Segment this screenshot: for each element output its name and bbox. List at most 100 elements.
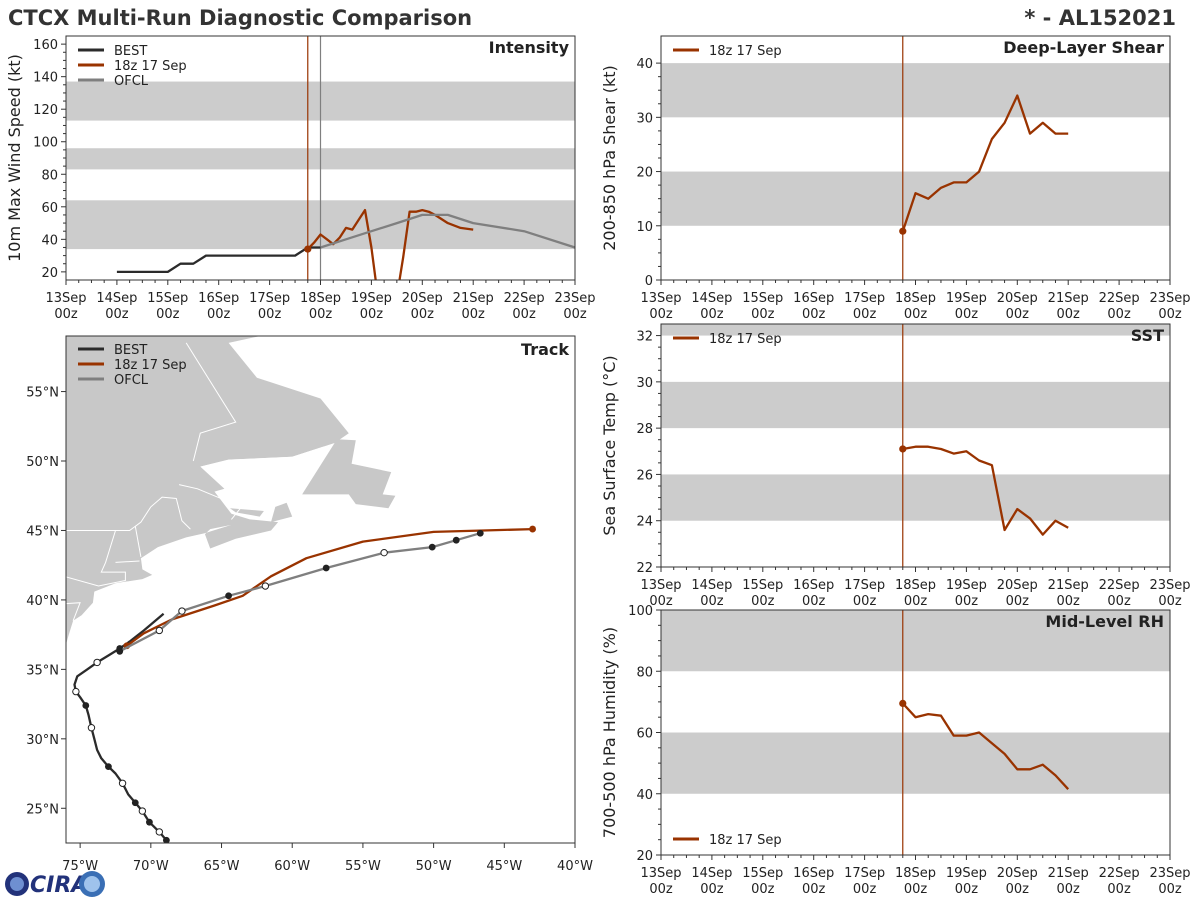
x-tick-hour: 00z	[207, 307, 231, 322]
panel-title: Intensity	[489, 38, 570, 57]
x-tick-date: 15Sep	[742, 866, 783, 881]
shaded-band	[661, 63, 1170, 118]
y-tick-label: 40	[636, 788, 653, 803]
shaded-band	[661, 474, 1170, 521]
y-tick-label: 40°N	[26, 594, 59, 609]
track-point-open	[155, 626, 164, 635]
x-tick-hour: 00z	[360, 307, 384, 322]
legend-label: 18z 17 Sep	[709, 332, 782, 347]
figure-title: CTCX Multi-Run Diagnostic Comparison	[8, 6, 472, 30]
x-tick-hour: 00z	[309, 307, 333, 322]
x-tick-date: 21Sep	[1048, 578, 1089, 593]
y-tick-label: 50°N	[26, 455, 59, 470]
x-tick-date: 21Sep	[453, 291, 494, 306]
track-point-filled	[428, 543, 436, 551]
y-tick-label: 160	[33, 38, 58, 53]
y-tick-label: 80	[636, 665, 653, 680]
x-tick-date: 19Sep	[946, 866, 987, 881]
x-tick-date: 22Sep	[1099, 578, 1140, 593]
x-tick-date: 23Sep	[554, 291, 595, 306]
legend-label: 18z 17 Sep	[114, 59, 187, 74]
panel-title: Track	[521, 340, 569, 359]
cira-logo: CIRA	[5, 871, 105, 898]
x-tick-hour: 00z	[1006, 594, 1030, 609]
cira-globe-highlight	[10, 877, 24, 891]
x-tick-hour: 00z	[853, 307, 877, 322]
track-point-open	[72, 687, 80, 696]
x-tick-hour: 00z	[751, 882, 775, 897]
track-point-filled	[452, 536, 460, 544]
sst-panel: 22242628303213Sep00z14Sep00z15Sep00z16Se…	[600, 323, 1191, 609]
y-tick-label: 60	[636, 727, 653, 742]
x-tick-hour: 00z	[904, 882, 928, 897]
track-line-ofcl	[119, 532, 481, 653]
panel-title: Mid-Level RH	[1045, 612, 1164, 631]
y-tick-label: 20	[636, 166, 653, 181]
x-tick-hour: 00z	[1107, 307, 1131, 322]
y-tick-label: 40	[636, 57, 653, 72]
x-tick-label: 70°W	[133, 859, 169, 874]
x-tick-date: 17Sep	[844, 291, 885, 306]
x-tick-hour: 00z	[258, 307, 282, 322]
shear-panel: 01020304013Sep00z14Sep00z15Sep00z16Sep00…	[600, 35, 1191, 322]
x-tick-hour: 00z	[1057, 307, 1081, 322]
x-tick-label: 40°W	[557, 859, 593, 874]
x-tick-date: 14Sep	[691, 578, 732, 593]
legend-label: OFCL	[114, 373, 149, 388]
x-tick-date: 15Sep	[742, 291, 783, 306]
x-tick-hour: 00z	[1006, 307, 1030, 322]
legend-label: BEST	[114, 343, 147, 358]
legend-label: 18z 17 Sep	[709, 833, 782, 848]
storm-id: * - AL152021	[1024, 6, 1176, 30]
track-point-open	[380, 548, 388, 557]
y-tick-label: 120	[33, 103, 58, 118]
csu-seal-inner	[84, 876, 100, 892]
x-tick-date: 15Sep	[147, 291, 188, 306]
x-tick-hour: 00z	[751, 307, 775, 322]
x-tick-date: 18Sep	[895, 578, 936, 593]
x-tick-date: 18Sep	[895, 291, 936, 306]
political-border	[66, 496, 191, 531]
series-line-ofcl	[320, 213, 575, 249]
x-tick-date: 21Sep	[1048, 291, 1089, 306]
y-tick-label: 26	[636, 468, 653, 483]
x-tick-date: 21Sep	[1048, 866, 1089, 881]
x-tick-hour: 00z	[802, 882, 826, 897]
y-tick-label: 80	[41, 168, 58, 183]
x-tick-date: 13Sep	[640, 578, 681, 593]
land-cape-breton	[271, 502, 293, 523]
x-tick-date: 17Sep	[844, 866, 885, 881]
x-tick-hour: 00z	[1107, 594, 1131, 609]
x-tick-date: 14Sep	[691, 291, 732, 306]
y-tick-label: 55°N	[26, 386, 59, 401]
x-tick-date: 16Sep	[793, 291, 834, 306]
x-tick-date: 13Sep	[640, 866, 681, 881]
y-axis-label: 10m Max Wind Speed (kt)	[5, 54, 24, 262]
basemap	[66, 336, 536, 843]
x-tick-date: 20Sep	[402, 291, 443, 306]
y-tick-label: 30	[636, 111, 653, 126]
y-tick-label: 20	[636, 849, 653, 864]
series-line-18z-17-sep	[902, 445, 1069, 536]
x-tick-hour: 00z	[853, 882, 877, 897]
x-tick-date: 22Sep	[504, 291, 545, 306]
x-tick-hour: 00z	[1006, 882, 1030, 897]
track-point-open	[118, 779, 127, 787]
x-tick-hour: 00z	[700, 882, 724, 897]
y-tick-label: 0	[645, 274, 653, 289]
x-tick-date: 20Sep	[997, 291, 1038, 306]
x-tick-date: 13Sep	[640, 291, 681, 306]
series-start-point	[899, 699, 907, 708]
track-point-filled	[82, 702, 90, 709]
x-tick-label: 60°W	[274, 859, 310, 874]
y-tick-label: 20	[41, 266, 58, 281]
political-border	[66, 530, 126, 587]
y-tick-label: 60	[41, 201, 58, 216]
series-start-point	[899, 227, 907, 235]
x-tick-date: 23Sep	[1149, 291, 1190, 306]
x-tick-hour: 00z	[904, 594, 928, 609]
y-tick-label: 35°N	[26, 663, 59, 678]
y-tick-label: 30°N	[26, 733, 59, 748]
track-point-open	[138, 807, 147, 815]
